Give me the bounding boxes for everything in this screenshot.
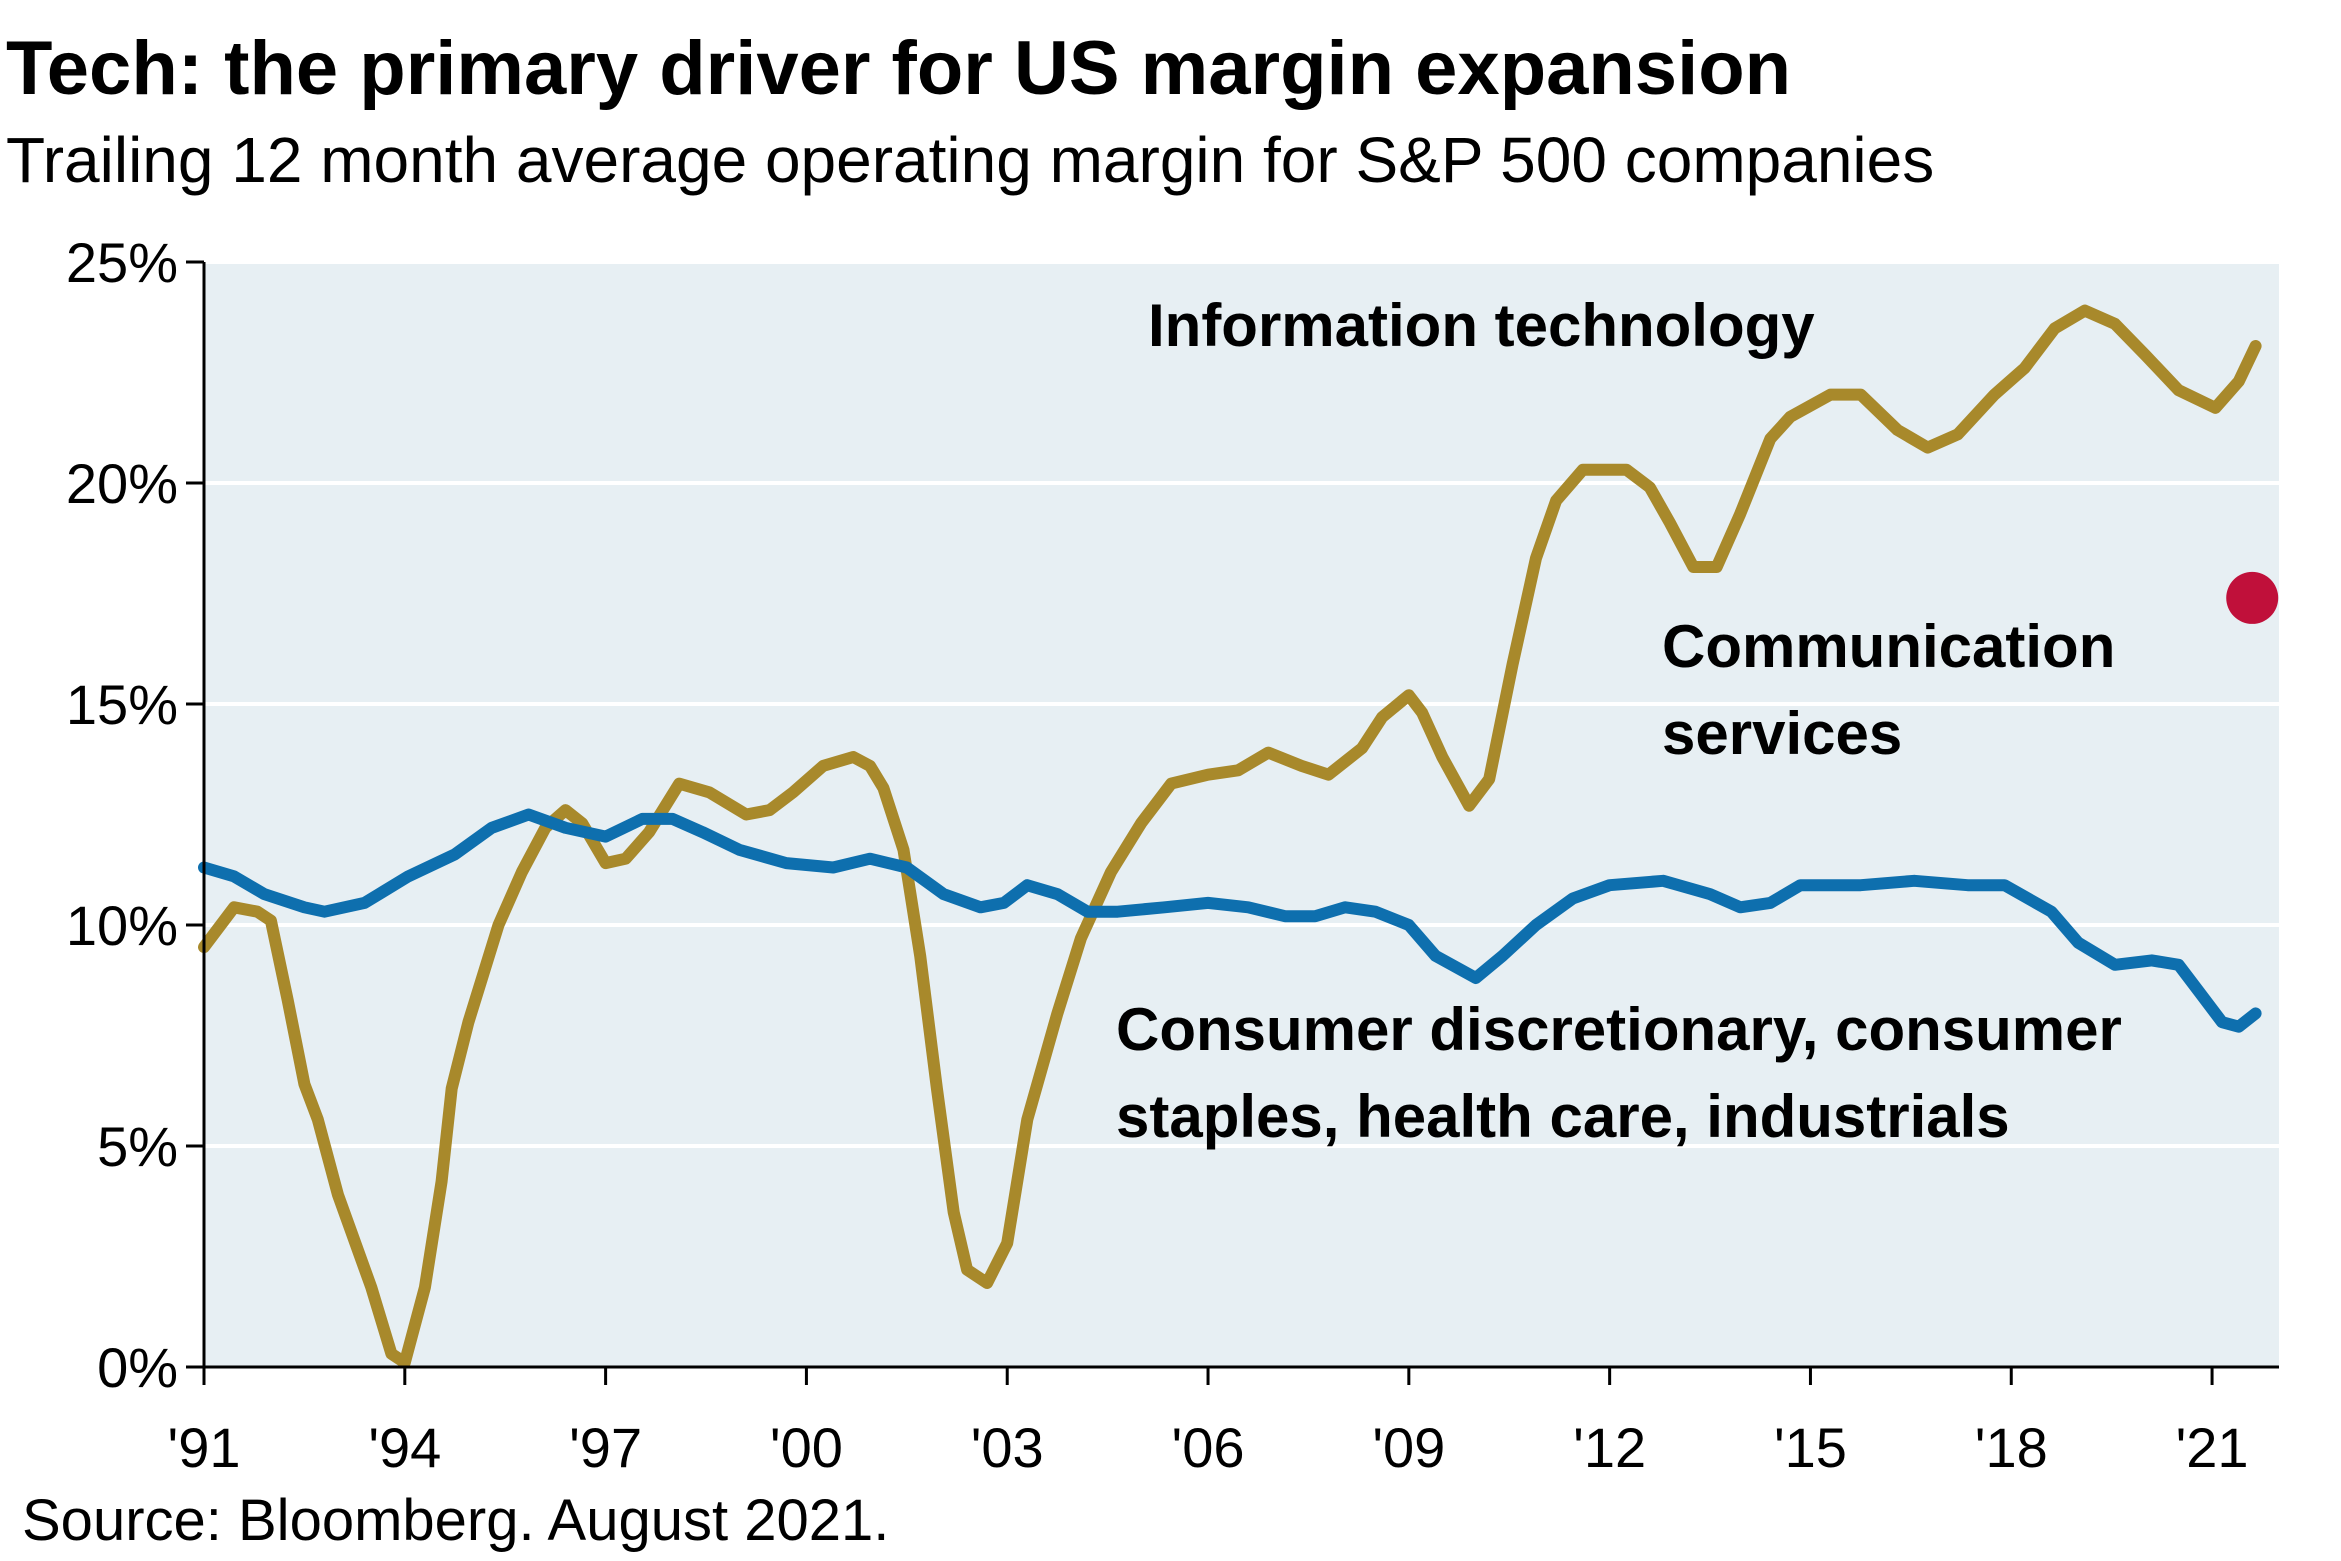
x-tick-label: '97 — [569, 1416, 642, 1479]
x-tick-label: '21 — [2176, 1416, 2249, 1479]
x-tick-label: '06 — [1172, 1416, 1245, 1479]
y-tick-label: 5% — [97, 1115, 178, 1178]
x-tick-label: '12 — [1573, 1416, 1646, 1479]
x-tick-label: '09 — [1372, 1416, 1445, 1479]
x-tick-label: '18 — [1975, 1416, 2048, 1479]
x-tick-label: '03 — [971, 1416, 1044, 1479]
y-tick-label: 0% — [97, 1336, 178, 1399]
data-line — [198, 304, 2262, 1369]
y-tick-label: 15% — [66, 673, 178, 736]
chart-subtitle: Trailing 12 month average operating marg… — [6, 124, 1934, 196]
data-point — [2226, 571, 2279, 624]
x-tick-label: '91 — [168, 1416, 241, 1479]
x-tick-label: '94 — [368, 1416, 441, 1479]
y-tick-label: 20% — [66, 452, 178, 515]
y-tick-label: 10% — [66, 894, 178, 957]
x-tick-label: '15 — [1774, 1416, 1847, 1479]
series-label: Information technology — [1148, 292, 1815, 359]
y-tick-label: 25% — [66, 231, 178, 294]
data-line — [198, 808, 2262, 1033]
source-note: Source: Bloomberg. August 2021. — [22, 1488, 889, 1553]
series-label: Consumer discretionary, consumer staples… — [1116, 996, 2122, 1150]
series-label: Communication services — [1662, 613, 2116, 767]
chart-title: Tech: the primary driver for US margin e… — [6, 26, 1791, 111]
x-tick-label: '00 — [770, 1416, 843, 1479]
